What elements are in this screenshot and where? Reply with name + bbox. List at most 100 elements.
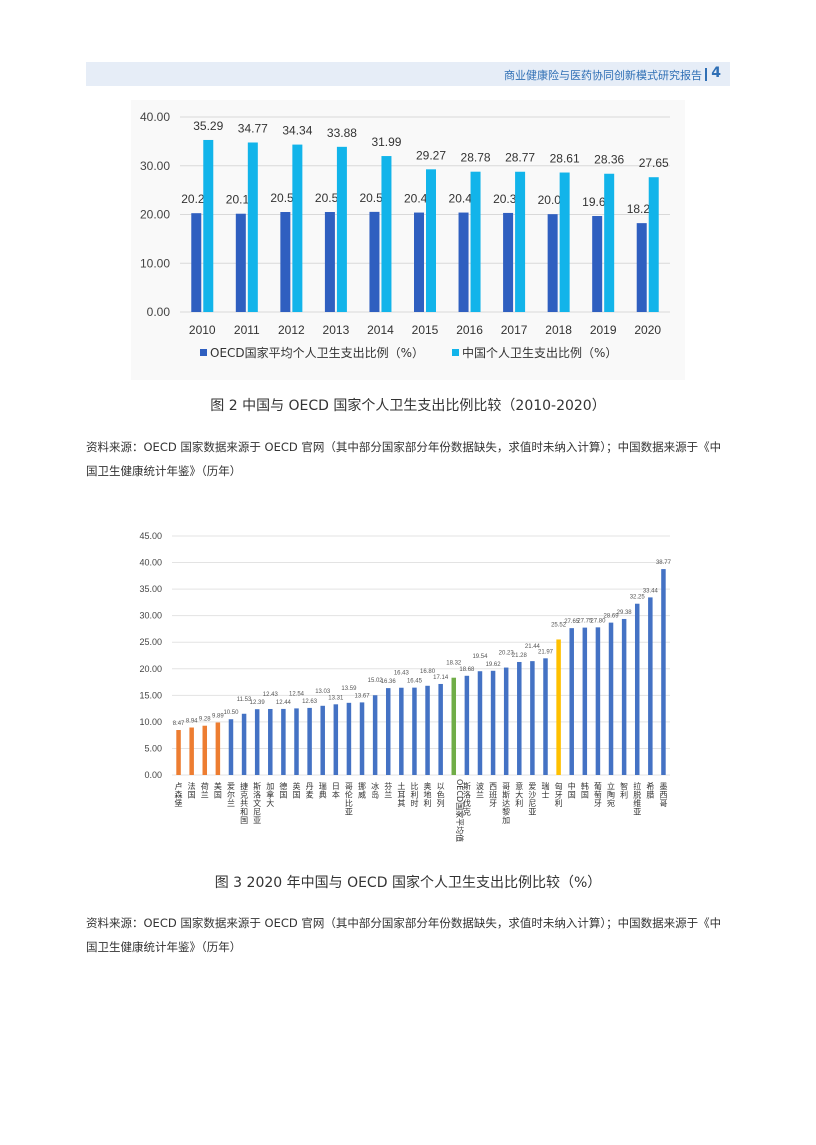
chart2-xtick-label: 捷克共和国 [240,781,248,825]
chart2-xtick-label: 荷兰 [201,781,209,800]
chart1-china-label: 31.99 [371,135,401,149]
chart2-ytick-label: 35.00 [139,584,162,594]
chart1-ytick-label: 0.00 [147,305,171,319]
chart2-value-label: 16.43 [394,671,410,677]
chart2-value-label: 21.97 [538,649,554,655]
chart2-value-label: 8.94 [186,719,198,725]
chart2-ytick-label: 25.00 [139,637,162,647]
chart2-xtick-label: 冰岛 [371,781,379,800]
chart1-oecd-bar [369,211,380,312]
chart1-xtick-label: 2019 [590,323,617,337]
chart2-value-label: 12.43 [263,692,279,698]
chart2-xtick-label: 西班牙 [489,782,497,808]
chart1-china-bar [515,171,526,312]
chart2-xtick-label: 波兰 [476,781,484,800]
chart2-xtick-label: 以色列 [437,782,445,808]
chart2-value-label: 17.14 [433,675,449,681]
chart2-xtick-label: 葡萄牙 [594,781,602,808]
chart2-value-label: 8.47 [173,721,185,727]
chart2-value-label: 11.53 [237,697,252,703]
chart1-oecd-bar [414,212,424,312]
page-number: 4 [711,65,721,81]
chart1-oecd-bar [547,214,558,312]
chart2-value-label: 13.59 [341,686,357,692]
chart2-xtick-label: 瑞士 [542,781,550,800]
chart2-bar [438,683,443,775]
chart1-legend-label: 中国个人卫生支出比例（%） [462,345,617,360]
chart2-value-label: 9.28 [199,717,211,723]
chart1-legend-swatch [452,349,459,356]
chart2-bar [648,597,653,775]
figure2-caption: 图 2 中国与 OECD 国家个人卫生支出比例比较（2010-2020） [210,398,606,414]
chart2-xtick-label: 立陶宛 [607,781,615,808]
chart2-bar [608,622,614,775]
chart1-ytick-label: 30.00 [140,159,170,173]
chart2-value-label: 21.28 [512,653,528,659]
chart2-xtick-label: 日本 [332,782,340,800]
chart1-xtick-label: 2020 [634,323,661,337]
chart1-china-label: 34.77 [238,121,268,135]
page-header: 商业健康险与医药协同创新模式研究报告 4 [86,62,730,86]
chart2-xtick-label: 哥斯达黎加 [502,782,510,825]
chart1-ytick-label: 20.00 [140,208,170,222]
chart1-oecd-bar [636,223,647,312]
chart2-bar [661,569,666,775]
chart2-xtick-label: 比利时 [410,781,418,808]
chart2-value-label: 13.67 [355,693,371,699]
chart2-xtick-label: 爱沙尼亚 [528,782,536,817]
chart2-value-label: 19.54 [472,654,488,660]
chart1-oecd-bar [324,212,335,312]
chart2-bar [189,727,194,775]
chart1-china-bar [559,172,570,312]
chart2-value-label: 13.31 [328,695,344,701]
figure3-caption: 图 3 2020 年中国与 OECD 国家个人卫生支出比例比较（%） [214,875,602,891]
chart2-xtick-label: 瑞典 [319,781,327,800]
chart2-bar [412,687,417,775]
chart2-bar [268,708,273,775]
chart2-bar [254,709,260,775]
chart1-china-bar [604,173,615,312]
chart2-bar [320,705,325,775]
chart1-oecd-bar [458,212,469,312]
chart2-xtick-label: 中国 [568,781,576,800]
chart2-value-label: 27.80 [590,618,606,624]
chart2-bar [385,688,391,775]
chart1-china-bar [426,169,436,312]
chart2-ytick-label: 20.00 [139,664,162,674]
chart2-value-label: 32.25 [630,595,646,601]
chart2-ytick-label: 5.00 [144,743,162,753]
chart2-bar [346,702,352,775]
chart2-xtick-label: 斯洛文尼亚 [253,781,261,825]
chart2-xtick-label: 匈牙利 [555,781,563,808]
chart2-bar [215,722,221,775]
chart1-china-bar [470,171,481,312]
chart2-value-label: 38.77 [656,560,672,566]
chart2-bar [556,639,561,775]
chart2-value-label: 10.50 [223,710,239,716]
chart1-xtick-label: 2014 [367,323,394,337]
chart2-ytick-label: 0.00 [144,770,162,780]
chart2-bar [477,671,483,775]
header-title: 商业健康险与医药协同创新模式研究报告 [504,69,702,82]
chart2-bar [530,661,535,775]
chart1-oecd-bar [235,213,246,312]
chart2-value-label: 13.03 [315,689,331,695]
chart2-bar [294,708,299,775]
chart1-china-label: 34.34 [282,124,312,138]
chart1-oecd-bar [592,216,603,312]
chart2-xtick-label: 丹麦 [306,782,314,800]
chart1-xtick-label: 2010 [189,323,216,337]
chart2-ytick-label: 30.00 [139,611,162,621]
chart2-xtick-label: 挪威 [358,781,366,800]
chart1-china-bar [203,139,214,312]
chart1-xtick-label: 2017 [501,323,528,337]
chart1-china-label: 29.27 [416,148,446,162]
chart2-xtick-label: 卢森堡 [175,781,183,808]
chart2-value-label: 33.44 [643,588,659,594]
chart1-china-bar [336,146,347,312]
chart1-china-bar [247,142,258,312]
chart2-xtick-label: 斯洛伐克 [463,781,471,817]
chart2-value-label: 18.68 [459,667,475,673]
